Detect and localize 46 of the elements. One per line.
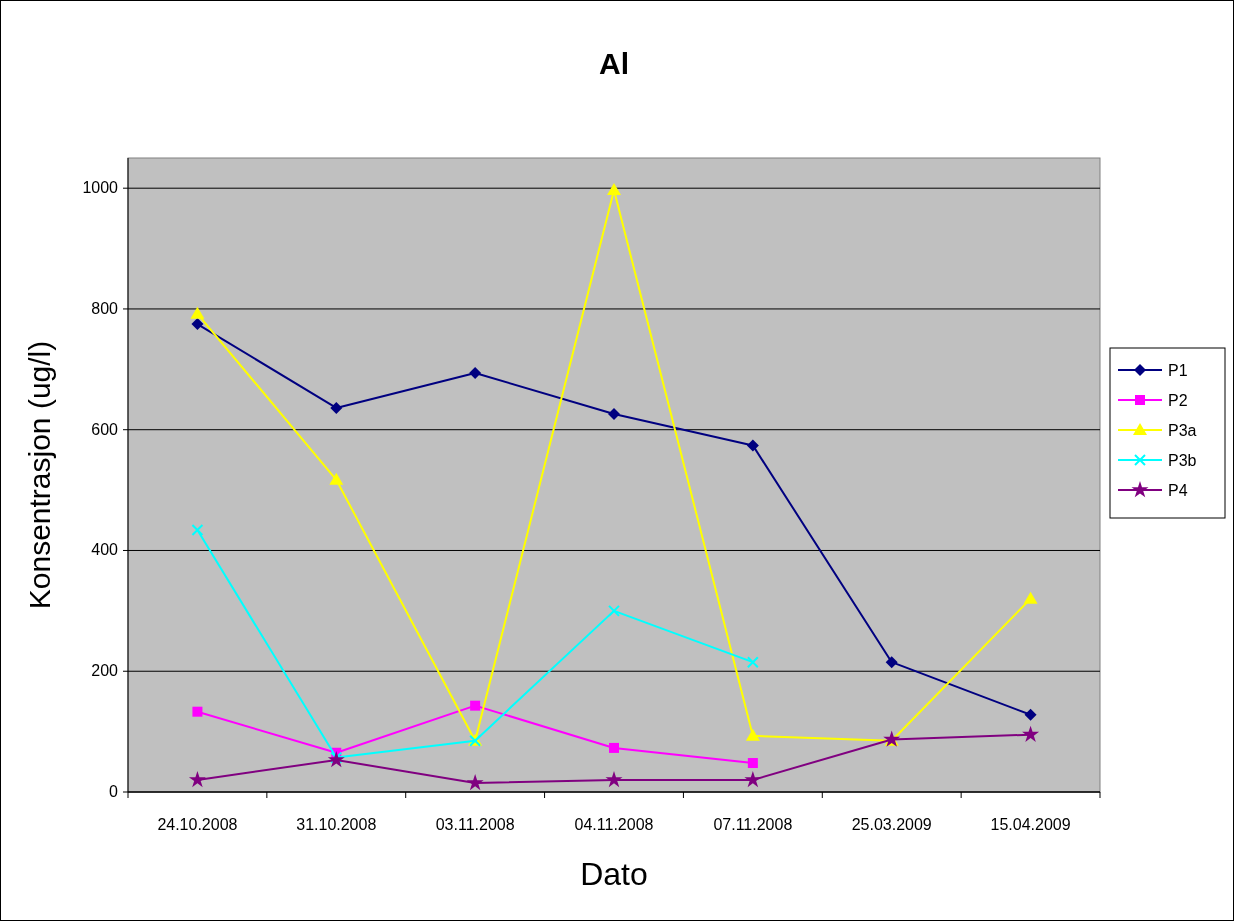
- point: [1022, 725, 1040, 742]
- legend-label: P3a: [1168, 422, 1197, 439]
- y-tick-label: 800: [91, 299, 119, 317]
- point: [190, 306, 205, 319]
- point: [466, 773, 484, 791]
- chart-title: Al: [599, 47, 629, 80]
- point: [327, 751, 345, 768]
- point: [188, 770, 206, 788]
- x-tick-label: 24.10.2008: [157, 816, 238, 833]
- legend-label: P4: [1168, 482, 1188, 499]
- x-axis-title: Dato: [580, 856, 648, 892]
- point: [1024, 708, 1037, 721]
- y-tick-label: 200: [91, 662, 119, 680]
- point: [609, 742, 619, 753]
- point: [330, 401, 343, 414]
- x-tick-label: 25.03.2009: [851, 816, 932, 833]
- point: [746, 656, 759, 669]
- point: [191, 318, 204, 331]
- point: [192, 706, 203, 717]
- point: [605, 770, 623, 788]
- y-tick-label: 1000: [82, 179, 119, 197]
- point: [607, 183, 621, 195]
- point: [1023, 591, 1038, 604]
- legend-label: P1: [1168, 362, 1188, 379]
- x-tick-label: 15.04.2009: [990, 816, 1071, 833]
- point: [747, 758, 758, 769]
- x-tick-label: 03.11.2008: [435, 816, 515, 833]
- legend-label: P3b: [1168, 452, 1197, 469]
- x-tick-label: 04.11.2008: [574, 816, 654, 833]
- x-tick-label: 07.11.2008: [713, 816, 793, 833]
- y-tick-label: 600: [91, 420, 119, 438]
- y-axis-title: Konsentrasjon (ug/l): [23, 340, 56, 610]
- point: [744, 770, 762, 788]
- legend-label: P2: [1168, 392, 1188, 409]
- point: [470, 700, 481, 711]
- point: [608, 408, 620, 421]
- y-tick-label: 0: [109, 783, 119, 800]
- point: [885, 656, 898, 669]
- point: [329, 472, 344, 485]
- point: [746, 439, 759, 452]
- point: [191, 523, 204, 536]
- point: [608, 604, 620, 617]
- y-tick-label: 400: [91, 541, 119, 559]
- point: [745, 728, 760, 741]
- point: [469, 366, 482, 379]
- x-tick-label: 31.10.2008: [296, 816, 377, 833]
